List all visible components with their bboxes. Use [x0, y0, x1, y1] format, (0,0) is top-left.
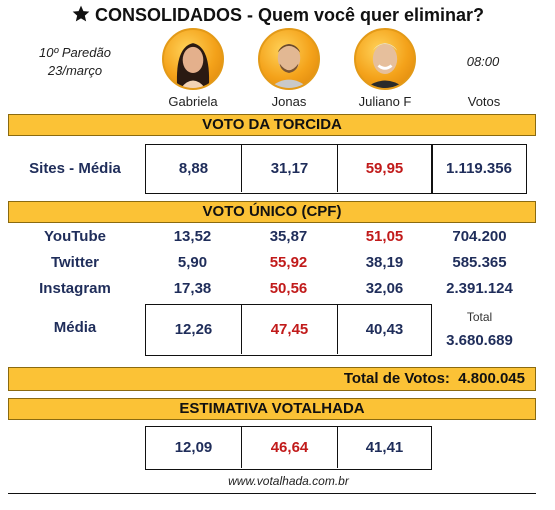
estimativa-gabriela: 12,09 — [174, 439, 213, 456]
twitter-jonas: 55,92 — [269, 254, 308, 271]
torcida-votes: 1.119.356 — [446, 160, 512, 177]
divider — [241, 305, 242, 354]
date-label: 23/março — [47, 63, 103, 78]
torcida-value-juliano: 59,95 — [365, 160, 404, 177]
page-title: CONSOLIDADOS - Quem você quer eliminar? — [0, 2, 555, 28]
total-votos-label: Total de Votos: — [343, 370, 450, 387]
row-label-instagram: Instagram — [39, 280, 111, 297]
instagram-gabriela: 17,38 — [173, 280, 212, 297]
votes-header: Votos — [467, 94, 501, 109]
instagram-votes: 2.391.124 — [446, 280, 513, 297]
divider — [241, 427, 242, 468]
bottom-rule — [8, 493, 536, 494]
section-voto-torcida: VOTO DA TORCIDA — [8, 114, 536, 136]
star-icon — [71, 4, 91, 31]
divider — [337, 305, 338, 354]
torcida-value-gabriela: 8,88 — [178, 160, 209, 177]
round-label: 10º Paredão — [39, 45, 111, 60]
twitter-juliano: 38,19 — [365, 254, 404, 271]
total-votos-band: Total de Votos: 4.800.045 — [8, 367, 536, 391]
section-estimativa: ESTIMATIVA VOTALHADA — [8, 398, 536, 420]
total-label: Total — [466, 310, 493, 324]
avatar-gabriela — [162, 28, 224, 90]
footer-site: www.votalhada.com.br — [228, 474, 349, 488]
row-label-twitter: Twitter — [50, 254, 100, 271]
total-unico-votes: 3.680.689 — [446, 332, 513, 349]
section-voto-unico: VOTO ÚNICO (CPF) — [8, 201, 536, 223]
row-label-youtube: YouTube — [44, 228, 106, 245]
total-votos-value: 4.800.045 — [458, 370, 525, 387]
candidate-name: Juliano F — [358, 94, 412, 109]
row-label-sites: Sites - Média — [29, 160, 121, 177]
row-label-media: Média — [53, 319, 97, 336]
divider — [241, 145, 242, 192]
title-text: CONSOLIDADOS - Quem você quer eliminar? — [94, 5, 485, 25]
twitter-votes: 585.365 — [452, 254, 507, 271]
candidate-name: Jonas — [271, 94, 307, 109]
instagram-jonas: 50,56 — [269, 280, 308, 297]
estimativa-box: 12,09 46,64 41,41 — [145, 426, 432, 470]
instagram-juliano: 32,06 — [365, 280, 404, 297]
divider — [337, 427, 338, 468]
youtube-juliano: 51,05 — [365, 228, 404, 245]
youtube-jonas: 35,87 — [269, 228, 308, 245]
torcida-votes-box: 1.119.356 — [432, 144, 527, 194]
avatar-jonas — [258, 28, 320, 90]
twitter-gabriela: 5,90 — [177, 254, 208, 271]
media-jonas: 47,45 — [270, 321, 309, 338]
divider — [337, 145, 338, 192]
estimativa-jonas: 46,64 — [270, 439, 309, 456]
youtube-gabriela: 13,52 — [173, 228, 212, 245]
time-label: 08:00 — [466, 54, 500, 69]
estimativa-juliano: 41,41 — [365, 439, 404, 456]
media-box: 12,26 47,45 40,43 — [145, 304, 432, 356]
youtube-votes: 704.200 — [452, 228, 507, 245]
media-juliano: 40,43 — [365, 321, 404, 338]
avatar-juliano — [354, 28, 416, 90]
candidate-name: Gabriela — [168, 94, 218, 109]
torcida-box: 8,88 31,17 59,95 — [145, 144, 432, 194]
torcida-value-jonas: 31,17 — [270, 160, 309, 177]
media-gabriela: 12,26 — [174, 321, 213, 338]
